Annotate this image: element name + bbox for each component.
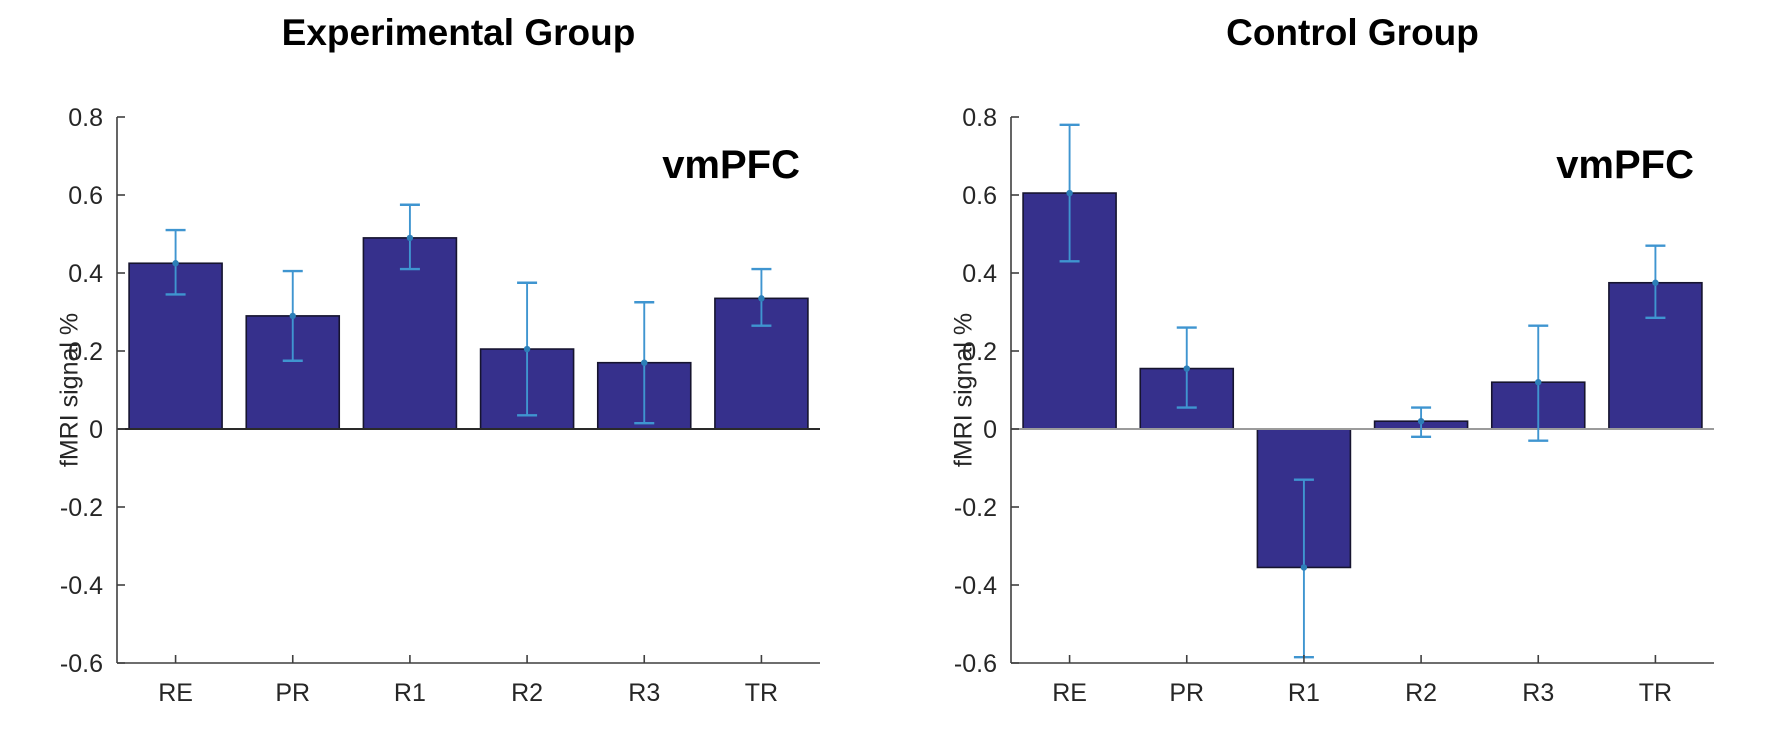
errorbar-marker — [1300, 564, 1308, 571]
y-tick-label: 0.6 — [962, 182, 997, 210]
y-tick-label: 0.4 — [68, 260, 103, 288]
errorbar-TR — [1645, 244, 1666, 320]
y-tick-label: -0.4 — [60, 572, 103, 600]
x-tick-label: R3 — [1522, 679, 1554, 707]
errorbar-TR — [751, 267, 772, 327]
x-tick-label: R1 — [1288, 679, 1320, 707]
chart-experimental-group: Experimental Group vmPFC fMRI signal % 0… — [56, 12, 820, 707]
experimental-group-plot: 0.8 0.6 0.4 0.2 0 -0.2 -0.4 -0.6 RE PR R1 R2 R3 TR — [60, 104, 820, 707]
errorbar-marker — [1652, 279, 1659, 286]
y-tick-label: -0.6 — [954, 650, 997, 678]
errorbar-marker — [289, 312, 296, 320]
y-tick-label: 0.2 — [962, 338, 997, 366]
y-tick-label: 0.8 — [68, 104, 103, 132]
y-tick-label: 0.6 — [68, 182, 103, 210]
chart-title: Control Group — [1226, 12, 1479, 53]
chart-title: Experimental Group — [281, 12, 636, 53]
y-tick-label: -0.4 — [954, 572, 997, 600]
errorbar-marker — [1417, 418, 1425, 425]
x-tick-label: R2 — [511, 679, 543, 707]
y-tick-label: -0.6 — [60, 650, 103, 678]
y-tick-label: -0.2 — [954, 494, 997, 522]
control-group-plot: 0.8 0.6 0.4 0.2 0 -0.2 -0.4 -0.6 RE PR R1 R2 R3 TR — [954, 104, 1714, 707]
errorbar-marker — [1535, 379, 1542, 386]
x-tick-label: TR — [745, 679, 778, 707]
errorbar-RE — [1059, 123, 1080, 263]
y-tick-label: 0.8 — [962, 104, 997, 132]
errorbar-marker — [172, 260, 179, 267]
x-tick-label: R1 — [394, 679, 426, 707]
errorbar-R3 — [634, 301, 655, 425]
region-annotation: vmPFC — [1556, 143, 1694, 187]
y-tick-label: 0.2 — [68, 338, 103, 366]
x-tick-label: PR — [1169, 679, 1204, 707]
x-tick-label: RE — [158, 679, 193, 707]
x-tick-label: PR — [275, 679, 310, 707]
x-tick-label: R2 — [1405, 679, 1437, 707]
y-tick-label: -0.2 — [60, 494, 103, 522]
chart-control-group: Control Group vmPFC fMRI signal % 0.8 0.6… — [894, 0, 1788, 737]
x-tick-label: R3 — [628, 679, 660, 707]
errorbar-marker — [1183, 365, 1190, 372]
x-tick-label: TR — [1639, 679, 1672, 707]
errorbar-marker — [406, 234, 414, 242]
y-tick-label: 0 — [983, 416, 997, 444]
errorbar-PR — [1176, 326, 1197, 409]
errorbar-marker — [758, 295, 765, 302]
errorbar-R2 — [1411, 406, 1432, 438]
errorbar-R1 — [399, 203, 420, 271]
errorbar-R2 — [517, 281, 538, 417]
errorbar-RE — [165, 228, 186, 296]
x-tick-label: RE — [1052, 679, 1087, 707]
y-tick-label: 0.4 — [962, 260, 997, 288]
errorbar-marker — [523, 345, 531, 353]
errorbar-marker — [641, 359, 648, 366]
errorbar-marker — [1066, 189, 1073, 197]
errorbar-PR — [282, 269, 303, 362]
region-annotation: vmPFC — [662, 143, 800, 187]
errorbar-R3 — [1528, 324, 1549, 442]
y-tick-label: 0 — [89, 416, 103, 444]
